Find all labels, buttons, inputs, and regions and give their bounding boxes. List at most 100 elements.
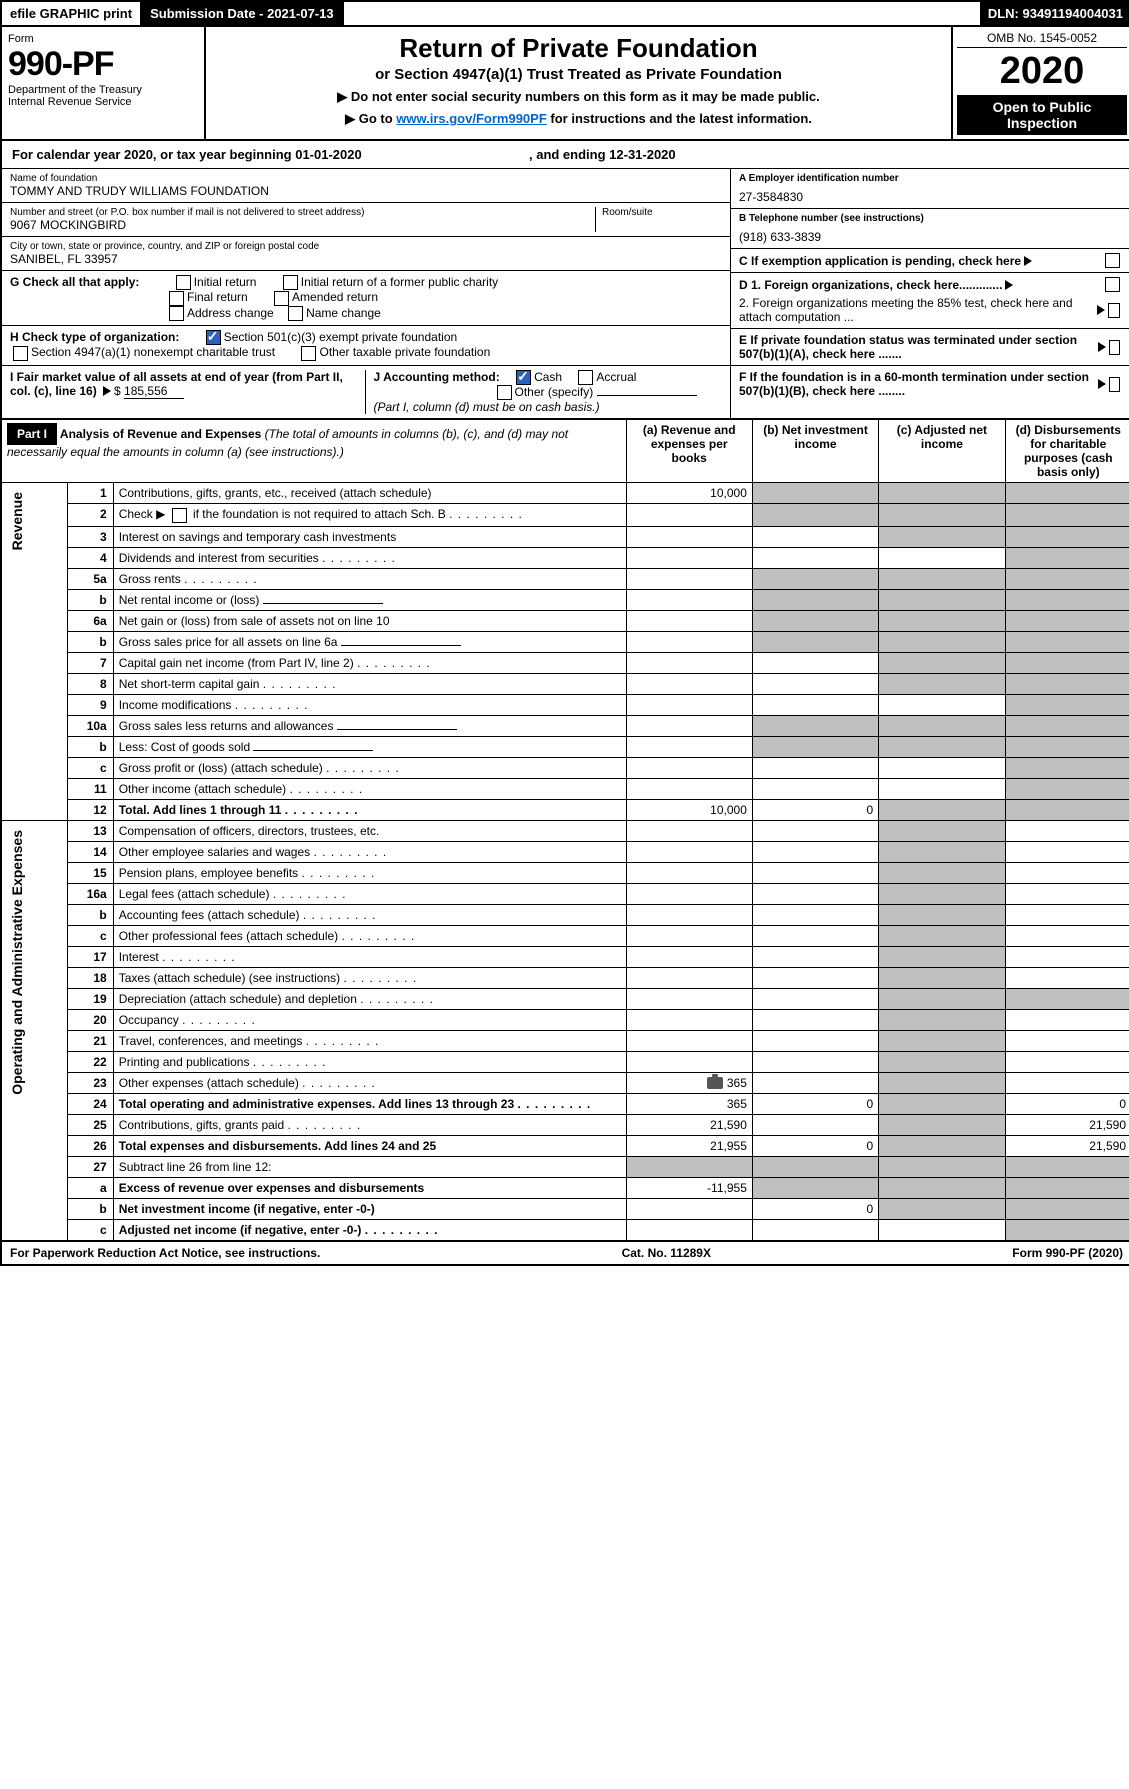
table-row: 3Interest on savings and temporary cash … [2,526,1129,547]
value-cell: 21,590 [1005,1135,1129,1156]
value-cell [626,820,752,841]
form-number: 990-PF [8,45,198,84]
value-cell [1005,547,1129,568]
table-row: 27Subtract line 26 from line 12: [2,1156,1129,1177]
line-desc: Other employee salaries and wages [113,841,626,862]
value-cell [1005,883,1129,904]
instr-link[interactable]: www.irs.gov/Form990PF [396,111,547,126]
chk-final[interactable] [169,291,184,306]
table-row: Operating and Administrative Expenses13C… [2,820,1129,841]
chk-accrual[interactable] [578,370,593,385]
value-cell [626,946,752,967]
value-cell [1005,1177,1129,1198]
value-cell [626,610,752,631]
value-cell: 0 [1005,1093,1129,1114]
value-cell [752,820,878,841]
c-cell: C If exemption application is pending, c… [731,249,1129,273]
chk-other-tax[interactable] [301,346,316,361]
footer: For Paperwork Reduction Act Notice, see … [2,1241,1129,1264]
value-cell [626,1009,752,1030]
value-cell [752,589,878,610]
e-label: E If private foundation status was termi… [739,333,1095,361]
chk-f[interactable] [1109,377,1120,392]
value-cell [752,715,878,736]
chk-501c3[interactable] [206,330,221,345]
value-cell [1005,1030,1129,1051]
j-label: J Accounting method: [374,370,500,384]
value-cell [752,883,878,904]
line-desc: Total operating and administrative expen… [113,1093,626,1114]
value-cell [752,904,878,925]
calendar-year-row: For calendar year 2020, or tax year begi… [2,141,1129,169]
table-row: cAdjusted net income (if negative, enter… [2,1219,1129,1240]
value-cell [626,883,752,904]
value-cell [752,1114,878,1135]
dept-label: Department of the Treasury [8,84,198,96]
line-desc: Check ▶ if the foundation is not require… [113,504,626,526]
line-number: 1 [67,483,113,504]
line-number: 11 [67,778,113,799]
value-cell [626,925,752,946]
table-row: cOther professional fees (attach schedul… [2,925,1129,946]
line-number: b [67,1198,113,1219]
line-desc: Net investment income (if negative, ente… [113,1198,626,1219]
h-label: H Check type of organization: [10,330,179,344]
value-cell [879,1114,1005,1135]
line-desc: Contributions, gifts, grants paid [113,1114,626,1135]
chk-initial[interactable] [176,275,191,290]
value-cell [752,568,878,589]
value-cell [626,841,752,862]
c-label: C If exemption application is pending, c… [739,254,1021,268]
line-number: 9 [67,694,113,715]
chk-amended[interactable] [274,291,289,306]
table-row: 17Interest [2,946,1129,967]
table-row: 9Income modifications [2,694,1129,715]
chk-other-acct[interactable] [497,385,512,400]
g-opt-5: Name change [306,306,381,320]
form-page: efile GRAPHIC print Submission Date - 20… [0,0,1129,1266]
line-number: b [67,736,113,757]
table-row: bNet investment income (if negative, ent… [2,1198,1129,1219]
chk-initial-former[interactable] [283,275,298,290]
value-cell [879,967,1005,988]
i-amount: 185,556 [124,384,184,399]
value-cell [879,1198,1005,1219]
line-desc: Contributions, gifts, grants, etc., rece… [113,483,626,504]
info-right: A Employer identification number 27-3584… [731,169,1129,418]
line-desc: Travel, conferences, and meetings [113,1030,626,1051]
value-cell [626,568,752,589]
value-cell [1005,757,1129,778]
chk-c[interactable] [1105,253,1120,268]
line-number: 15 [67,862,113,883]
table-row: bGross sales price for all assets on lin… [2,631,1129,652]
value-cell: 0 [752,1198,878,1219]
f-label: F If the foundation is in a 60-month ter… [739,370,1095,398]
line-number: 20 [67,1009,113,1030]
chk-d2[interactable] [1108,303,1120,318]
col-a: (a) Revenue and expenses per books [626,420,752,483]
tax-year: 2020 [957,50,1127,93]
j-other: Other (specify) [515,385,594,399]
value-cell [879,1177,1005,1198]
table-row: 15Pension plans, employee benefits [2,862,1129,883]
camera-icon[interactable] [707,1077,723,1089]
value-cell [752,925,878,946]
line-number: b [67,589,113,610]
city-label: City or town, state or province, country… [10,241,722,252]
value-cell [626,547,752,568]
value-cell [752,1051,878,1072]
chk-name-change[interactable] [288,306,303,321]
value-cell [626,1030,752,1051]
chk-4947[interactable] [13,346,28,361]
j-accrual: Accrual [596,370,636,384]
instr-2-row: ▶ Go to www.irs.gov/Form990PF for instru… [212,111,945,127]
h-row: H Check type of organization: Section 50… [2,326,730,366]
value-cell [879,988,1005,1009]
chk-d1[interactable] [1105,277,1120,292]
line-desc: Pension plans, employee benefits [113,862,626,883]
line-desc: Other income (attach schedule) [113,778,626,799]
line-desc: Adjusted net income (if negative, enter … [113,1219,626,1240]
chk-addr-change[interactable] [169,306,184,321]
chk-e[interactable] [1109,340,1120,355]
chk-cash[interactable] [516,370,531,385]
